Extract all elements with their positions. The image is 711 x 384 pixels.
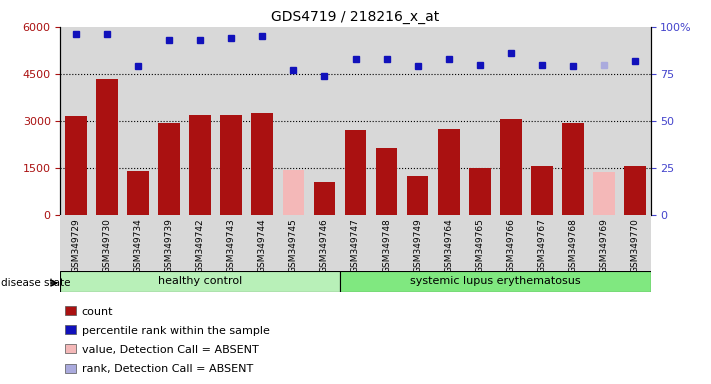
Bar [619,27,651,215]
Bar [345,131,366,215]
Text: systemic lupus erythematosus: systemic lupus erythematosus [410,276,581,286]
Bar [371,215,402,275]
Text: GSM349745: GSM349745 [289,218,298,273]
Text: GSM349742: GSM349742 [196,218,205,273]
Bar [557,215,589,275]
Bar [92,215,122,275]
Text: GSM349734: GSM349734 [134,218,143,273]
Bar [220,115,242,215]
Bar [464,27,496,215]
Text: GSM349767: GSM349767 [538,218,546,273]
Bar [185,215,215,275]
Text: value, Detection Call = ABSENT: value, Detection Call = ABSENT [82,345,259,355]
Bar [127,171,149,215]
Bar [252,113,273,215]
Text: GSM349765: GSM349765 [475,218,484,273]
Bar [247,215,278,275]
Text: GSM349770: GSM349770 [631,218,639,273]
Bar [402,215,433,275]
Bar [282,170,304,215]
Bar [65,325,75,334]
Bar [589,27,619,215]
Bar [375,147,397,215]
Text: GSM349764: GSM349764 [444,218,453,273]
Bar [593,172,615,215]
Bar [60,27,92,215]
Text: healthy control: healthy control [158,276,242,286]
Bar [65,364,75,372]
Text: GSM349739: GSM349739 [165,218,173,273]
Text: GSM349747: GSM349747 [351,218,360,273]
Bar [562,122,584,215]
Text: GSM349743: GSM349743 [227,218,236,273]
Text: rank, Detection Call = ABSENT: rank, Detection Call = ABSENT [82,364,253,374]
Bar [122,27,154,215]
Text: GSM349768: GSM349768 [568,218,577,273]
Bar [340,27,371,215]
Bar [496,27,526,215]
Bar [122,215,154,275]
Bar [159,122,180,215]
Bar [96,79,118,215]
Text: count: count [82,307,113,317]
Bar [464,215,496,275]
Text: GSM349748: GSM349748 [382,218,391,273]
Bar [438,129,459,215]
Bar [433,215,464,275]
Bar [531,166,552,215]
Bar [340,215,371,275]
Bar [247,27,278,215]
Bar [407,176,429,215]
Bar [433,27,464,215]
Bar [402,27,433,215]
Bar [340,271,651,292]
Bar [154,27,185,215]
Bar [278,215,309,275]
Bar [215,215,247,275]
Bar [92,27,122,215]
Text: GSM349730: GSM349730 [102,218,112,273]
Text: percentile rank within the sample: percentile rank within the sample [82,326,269,336]
Bar [60,271,340,292]
Bar [309,215,340,275]
Text: GSM349749: GSM349749 [413,218,422,273]
Bar [526,27,557,215]
Text: GSM349746: GSM349746 [320,218,329,273]
Bar [215,27,247,215]
Bar [278,27,309,215]
Bar [185,27,215,215]
Title: GDS4719 / 218216_x_at: GDS4719 / 218216_x_at [272,10,439,25]
Bar [624,166,646,215]
Text: GSM349766: GSM349766 [506,218,515,273]
Bar [619,215,651,275]
Bar [65,344,75,353]
Bar [589,215,619,275]
Bar [60,215,92,275]
Bar [65,306,75,315]
Text: GSM349769: GSM349769 [599,218,609,273]
Text: GSM349729: GSM349729 [72,218,80,273]
Bar [314,182,336,215]
Bar [469,168,491,215]
Text: disease state: disease state [1,278,71,288]
Bar [189,115,211,215]
Bar [154,215,185,275]
Bar [500,119,522,215]
Bar [496,215,526,275]
Bar [65,116,87,215]
Bar [309,27,340,215]
Bar [371,27,402,215]
Text: GSM349744: GSM349744 [258,218,267,273]
Bar [526,215,557,275]
Bar [557,27,589,215]
